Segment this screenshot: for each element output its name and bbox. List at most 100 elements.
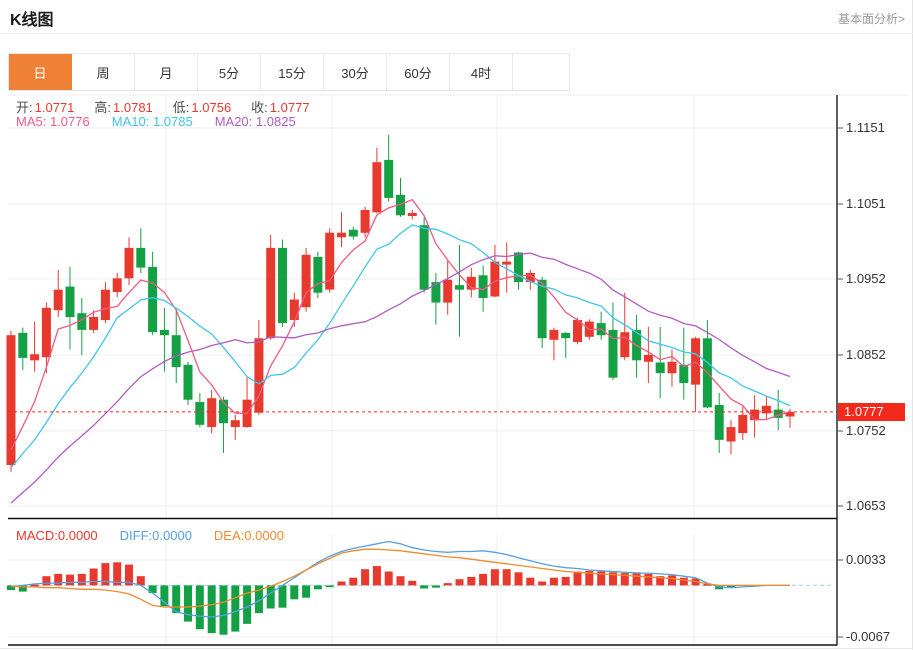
candle-body [112, 278, 122, 292]
macd-bar [77, 573, 86, 586]
candle-body [18, 332, 28, 358]
candle-body [785, 411, 795, 417]
macd-bar [526, 577, 535, 586]
page-title: K线图 [10, 12, 54, 29]
tab-5分[interactable]: 5分 [198, 54, 261, 90]
candle-body [750, 409, 760, 421]
macd-histogram-layer [7, 562, 735, 635]
candle-body [30, 354, 40, 361]
macd-axis-label: 0.0033 [846, 552, 886, 567]
macd-bar [349, 577, 358, 586]
tab-日[interactable]: 日 [9, 54, 72, 90]
candle-body [537, 279, 547, 339]
macd-bar [54, 573, 63, 586]
grid-layer [8, 94, 908, 645]
candle-body [525, 273, 535, 283]
candle-body [289, 299, 299, 320]
candle-body [207, 398, 217, 427]
timeframe-tab-bar: 日周月 5分 15分 30分 60分 4时 [8, 53, 570, 91]
macd-bar [231, 585, 240, 632]
candle-body [278, 247, 287, 323]
ma10-line [10, 224, 791, 469]
macd-bar [644, 573, 653, 586]
macd-bar [549, 577, 558, 586]
candle-body [490, 261, 500, 297]
axes-layer [0, 95, 913, 649]
macd-readout: MACD:0.0000 DIFF:0.0000 DEA:0.0000 [16, 528, 284, 543]
candle-body [183, 364, 193, 400]
macd-bar [219, 585, 228, 635]
macd-bar [361, 569, 370, 586]
tab-周[interactable]: 周 [72, 54, 135, 90]
fundamental-analysis-link[interactable]: 基本面分析> [837, 12, 905, 26]
candle-body [195, 402, 205, 425]
macd-bar [431, 585, 440, 588]
candle-body [407, 213, 417, 216]
candle-body [561, 332, 571, 339]
macd-bar [384, 571, 393, 586]
macd-bar [420, 585, 429, 589]
macd-bar [632, 572, 641, 586]
candle-body [478, 275, 488, 299]
macd-bar [561, 576, 570, 586]
tab-60分[interactable]: 60分 [387, 54, 450, 90]
candle-body [171, 335, 181, 368]
ma5-line [10, 198, 791, 451]
current-price-badge: 1.0777 [838, 403, 905, 421]
macd-bar [372, 566, 381, 586]
macd-bar [597, 571, 606, 586]
candle-body [124, 247, 134, 279]
macd-bar [679, 577, 688, 586]
candle-body [41, 307, 51, 358]
macd-axis-label: -0.0067 [846, 629, 891, 644]
macd-bar [89, 568, 98, 586]
candle-body [549, 329, 559, 340]
candle-body [136, 247, 146, 268]
macd-bar [66, 574, 74, 586]
candle-body [419, 225, 429, 290]
macd-bar [278, 585, 287, 608]
tab-15分[interactable]: 15分 [261, 54, 324, 90]
macd-bar [302, 585, 311, 598]
candle-body [159, 329, 169, 336]
dea-line [10, 548, 790, 608]
macd-bar [620, 573, 629, 586]
dea-value: DEA:0.0000 [213, 528, 285, 543]
candle-body [266, 247, 276, 339]
macd-bar [184, 585, 192, 622]
macd-bar [243, 585, 252, 624]
macd-bar [703, 583, 712, 586]
macd-bar [113, 562, 122, 586]
candle-body [53, 289, 63, 311]
macd-bar [290, 585, 299, 600]
tab-4时[interactable]: 4时 [450, 54, 513, 90]
macd-bar [490, 569, 499, 586]
candle-body [643, 355, 653, 362]
macd-bar [313, 585, 322, 590]
macd-bar [455, 579, 464, 586]
macd-bar [148, 585, 157, 594]
candle-body [655, 362, 665, 374]
ohlc-readout: 开: 1.0771 高: 1.0781 低: 1.0756 收: 1.0777 [16, 97, 310, 116]
candle-body [455, 285, 464, 290]
tab-30分[interactable]: 30分 [324, 54, 387, 90]
macd-bar [7, 585, 15, 590]
macd-bar [254, 585, 263, 614]
diff-value: DIFF:0.0000 [119, 528, 192, 543]
price-axis-label: 1.0852 [846, 347, 886, 362]
tab-月[interactable]: 月 [135, 54, 198, 90]
candle-body [6, 335, 16, 465]
candle-body [219, 399, 228, 424]
ma20-line [10, 252, 791, 504]
candle-body [337, 232, 346, 238]
price-axis-label: 1.0952 [846, 271, 886, 286]
macd-bar [609, 572, 617, 586]
macd-bar [396, 576, 405, 586]
candle-body [372, 162, 382, 213]
macd-bar [337, 581, 346, 586]
candle-body [384, 159, 394, 198]
candle-body [360, 210, 370, 233]
macd-bar [479, 573, 488, 586]
candle-body [348, 229, 358, 237]
